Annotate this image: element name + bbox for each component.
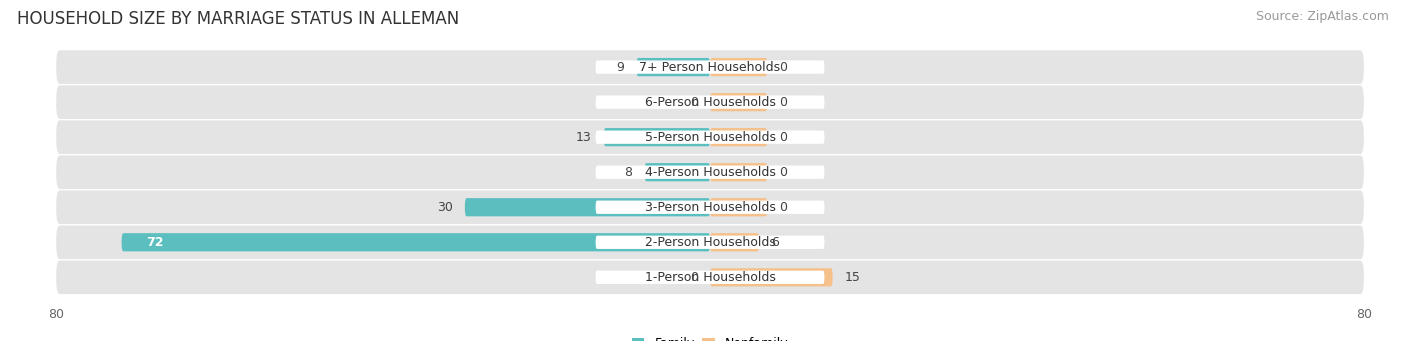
- Text: 5-Person Households: 5-Person Households: [644, 131, 776, 144]
- FancyBboxPatch shape: [121, 233, 710, 251]
- FancyBboxPatch shape: [56, 50, 1364, 84]
- Text: 0: 0: [779, 95, 787, 109]
- FancyBboxPatch shape: [637, 58, 710, 76]
- FancyBboxPatch shape: [596, 60, 824, 74]
- FancyBboxPatch shape: [710, 198, 768, 216]
- Text: 30: 30: [437, 201, 453, 214]
- FancyBboxPatch shape: [710, 233, 759, 251]
- FancyBboxPatch shape: [596, 131, 824, 144]
- FancyBboxPatch shape: [596, 95, 824, 109]
- Text: 7+ Person Households: 7+ Person Households: [640, 61, 780, 74]
- FancyBboxPatch shape: [596, 236, 824, 249]
- FancyBboxPatch shape: [603, 128, 710, 146]
- FancyBboxPatch shape: [596, 271, 824, 284]
- Text: 2-Person Households: 2-Person Households: [644, 236, 776, 249]
- FancyBboxPatch shape: [56, 120, 1364, 154]
- Text: 6-Person Households: 6-Person Households: [644, 95, 776, 109]
- Text: 9: 9: [616, 61, 624, 74]
- Legend: Family, Nonfamily: Family, Nonfamily: [631, 337, 789, 341]
- FancyBboxPatch shape: [56, 261, 1364, 294]
- FancyBboxPatch shape: [710, 93, 768, 111]
- Text: 0: 0: [779, 201, 787, 214]
- Text: 3-Person Households: 3-Person Households: [644, 201, 776, 214]
- Text: 0: 0: [690, 271, 697, 284]
- FancyBboxPatch shape: [710, 163, 768, 181]
- FancyBboxPatch shape: [710, 58, 768, 76]
- FancyBboxPatch shape: [56, 155, 1364, 189]
- Text: 72: 72: [146, 236, 163, 249]
- FancyBboxPatch shape: [596, 165, 824, 179]
- Text: 0: 0: [690, 95, 697, 109]
- Text: 0: 0: [779, 131, 787, 144]
- FancyBboxPatch shape: [465, 198, 710, 216]
- FancyBboxPatch shape: [56, 190, 1364, 224]
- FancyBboxPatch shape: [56, 85, 1364, 119]
- FancyBboxPatch shape: [644, 163, 710, 181]
- FancyBboxPatch shape: [56, 225, 1364, 259]
- Text: 13: 13: [576, 131, 592, 144]
- Text: HOUSEHOLD SIZE BY MARRIAGE STATUS IN ALLEMAN: HOUSEHOLD SIZE BY MARRIAGE STATUS IN ALL…: [17, 10, 460, 28]
- Text: 8: 8: [624, 166, 633, 179]
- FancyBboxPatch shape: [710, 128, 768, 146]
- Text: 1-Person Households: 1-Person Households: [644, 271, 776, 284]
- Text: 4-Person Households: 4-Person Households: [644, 166, 776, 179]
- Text: 0: 0: [779, 61, 787, 74]
- Text: 15: 15: [845, 271, 860, 284]
- Text: 6: 6: [772, 236, 779, 249]
- Text: Source: ZipAtlas.com: Source: ZipAtlas.com: [1256, 10, 1389, 23]
- FancyBboxPatch shape: [596, 201, 824, 214]
- FancyBboxPatch shape: [710, 268, 832, 286]
- Text: 0: 0: [779, 166, 787, 179]
